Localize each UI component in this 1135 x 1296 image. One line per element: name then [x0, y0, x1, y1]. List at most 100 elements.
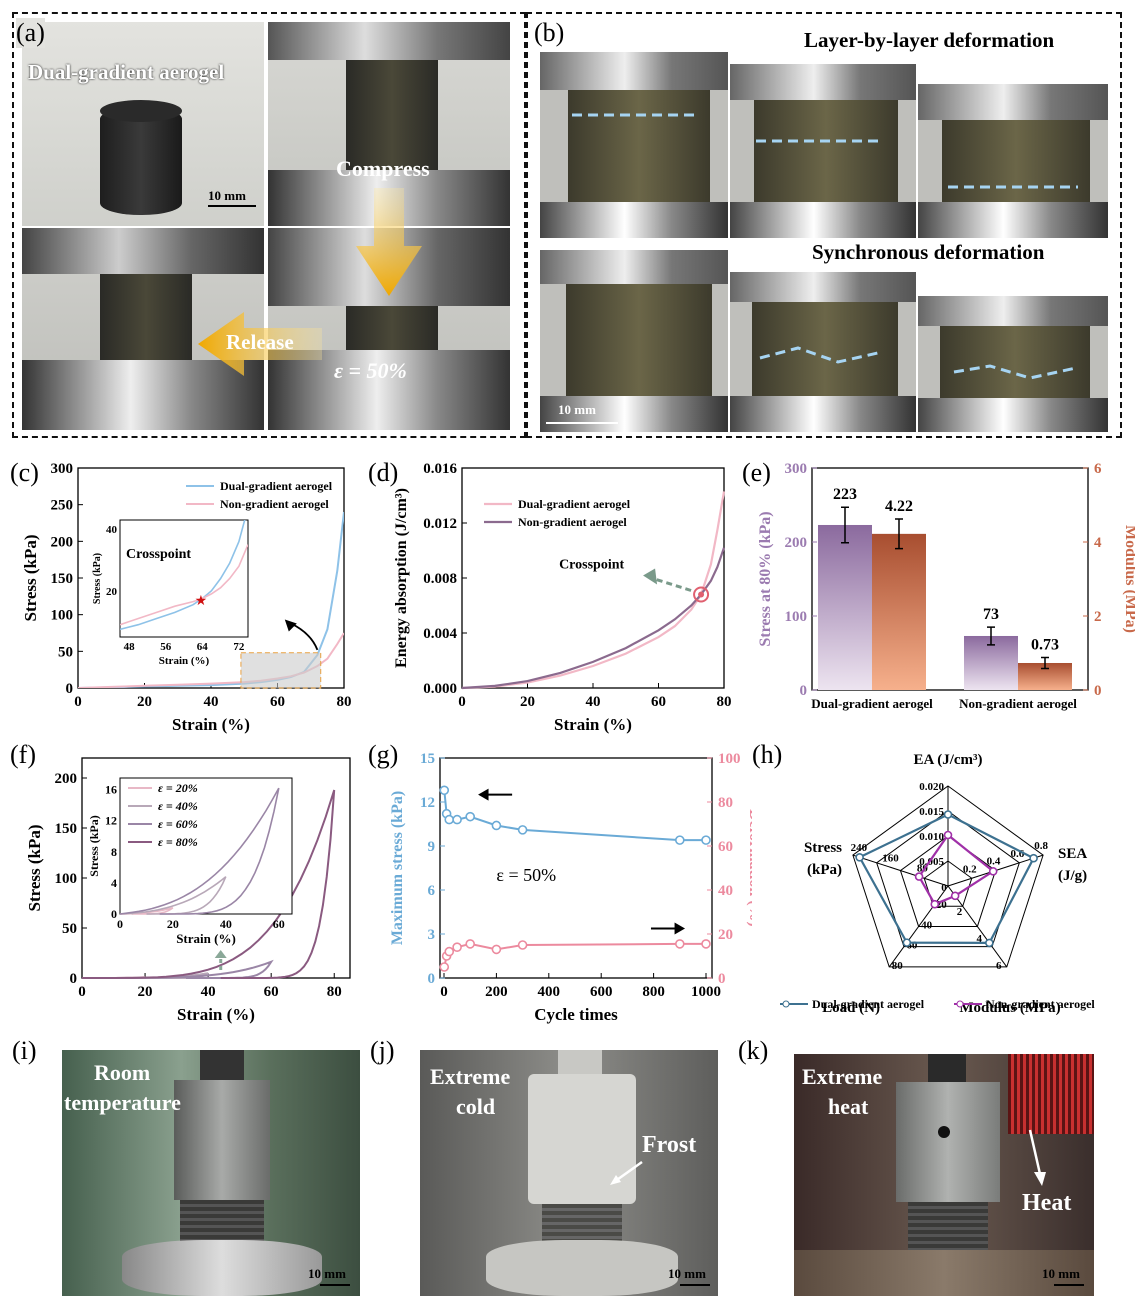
c-inset-xtick-label: 56 [160, 641, 172, 653]
photo-sync-1 [540, 250, 728, 432]
g-point-deformation [674, 939, 685, 949]
c-crosspoint-star: ★ [195, 594, 208, 609]
g-annotation: ε = 50% [496, 865, 556, 885]
aerogel-title: Dual-gradient aerogel [28, 60, 225, 84]
f-legend-label: ε = 20% [158, 781, 198, 795]
f-ytick-label: 0 [70, 971, 78, 987]
h-axis-name: EA (J/cm³) [913, 752, 982, 768]
f-inset-ylabel: Stress (kPa) [87, 815, 101, 876]
panel-label-k: (k) [738, 1036, 769, 1065]
g-left-ytick-label: 15 [420, 751, 435, 767]
panel-a-frame [12, 12, 526, 438]
h-axis-unit: (kPa) [807, 862, 842, 878]
h-axis-spoke [852, 854, 949, 887]
h-series-point [943, 810, 953, 819]
g-point-stress [491, 820, 502, 831]
h-axis-unit: (J/g) [1058, 868, 1087, 884]
c-legend-label: Dual-gradient aerogel [220, 479, 333, 493]
heat-arrow-icon [1028, 1129, 1046, 1186]
photo-compress-start [268, 22, 510, 226]
layer-title: Layer-by-layer deformation [804, 28, 1055, 52]
e-right-ytick-label: 4 [1094, 535, 1102, 551]
g-left-ytick-label: 6 [428, 883, 436, 899]
f-inset-xlabel: Strain (%) [176, 931, 236, 946]
e-left-ytick-label: 0 [800, 683, 808, 699]
d-crosspoint-arrow-head [643, 568, 658, 585]
c-xtick-label: 40 [204, 694, 219, 710]
h-legend-label: Non-gradient aerogel [986, 997, 1095, 1011]
e-category-label: Non-gradient aerogel [959, 696, 1077, 711]
c-xtick-label: 80 [337, 694, 352, 710]
panel-label-f: (f) [10, 740, 36, 769]
h-series-polygon [858, 813, 1036, 945]
d-crosspoint-dot [698, 591, 705, 598]
compress-label: Compress [336, 156, 430, 181]
scale-bar-b [546, 422, 618, 424]
f-legend-label: ε = 80% [158, 835, 198, 849]
g-point-deformation [701, 939, 711, 949]
h-series-point [902, 938, 912, 947]
g-right-ytick-label: 60 [718, 839, 733, 855]
e-value-label: 4.22 [885, 498, 913, 515]
scale-label-j: 10 mm [668, 1266, 706, 1281]
f-inset-series-line [119, 787, 280, 915]
h-axis-tick-label: 160 [882, 852, 899, 864]
c-ytick-label: 50 [58, 644, 73, 660]
d-legend-label: Dual-gradient aerogel [518, 497, 631, 511]
c-inset-ylabel: Stress (kPa) [92, 553, 103, 604]
g-plot-frame [439, 757, 713, 979]
e-value-label: 223 [833, 486, 857, 503]
h-axis-tick-label: 0.020 [919, 781, 944, 793]
d-xtick-label: 20 [520, 694, 535, 710]
scale-label-b: 10 mm [558, 402, 596, 417]
chart-c-stress-strain: 0 20 40 60 80 0 50 100 150 200 250 300 Strain (%) Str… [21, 461, 352, 734]
c-inset-ytick-label: 40 [106, 524, 118, 536]
chart-g-fatigue: 0 200 400 600 800 100003691215020406080100Cyc… [389, 751, 752, 1024]
c-zoom-arrow [290, 622, 319, 651]
h-axis-tick-label: 240 [851, 842, 868, 854]
h-grid-ring [899, 835, 997, 927]
f-xtick-label: 80 [327, 984, 342, 1000]
c-inset-series-line [120, 544, 248, 626]
left-arrow-icon [198, 312, 322, 376]
cold-label-2: cold [456, 1094, 496, 1119]
h-series-point [1029, 853, 1038, 863]
h-axis-tick-label: 80 [892, 960, 904, 972]
h-axis-tick-label: 60 [906, 940, 918, 952]
h-axis-tick-label: 20 [936, 899, 948, 911]
h-axis-tick-label: 80 [917, 863, 929, 875]
panel-label-i: (i) [12, 1036, 37, 1065]
h-axis-tick-label: 40 [921, 919, 933, 931]
scale-bar-j [680, 1284, 710, 1286]
g-right-ytick-label: 40 [718, 883, 733, 899]
f-xtick-label: 60 [264, 984, 279, 1000]
d-legend-label: Non-gradient aerogel [518, 515, 627, 529]
photo-sync-3 [918, 296, 1108, 432]
d-crosspoint-label: Crosspoint [559, 558, 624, 573]
heat-label-2: heat [828, 1094, 869, 1119]
h-grid-ring [876, 810, 1020, 948]
c-inset-xlabel: Strain (%) [159, 655, 210, 667]
h-series-point [930, 899, 940, 909]
release-label: Release [226, 330, 294, 354]
h-axis-tick-label: 0.010 [919, 831, 944, 843]
h-series-point [855, 852, 864, 862]
down-arrow-icon [356, 188, 422, 296]
frost-arrow-icon [610, 1160, 643, 1185]
g-point-deformation [439, 962, 450, 972]
panel-label-d: (d) [368, 458, 399, 487]
h-series-point [943, 830, 953, 840]
c-inset-xtick-label: 72 [233, 641, 245, 653]
d-xtick-label: 60 [651, 694, 666, 710]
h-series-point [988, 867, 998, 876]
d-ytick-label: 0.016 [423, 461, 457, 477]
h-axis-spoke [888, 885, 949, 968]
panel-label-j: (j) [370, 1036, 395, 1065]
f-inset-ytick-label: 12 [105, 814, 117, 828]
h-grid-ring [852, 785, 1044, 968]
d-series-line [461, 547, 726, 690]
g-arrow-left-head [478, 788, 489, 801]
c-ylabel: Stress (kPa) [21, 534, 40, 621]
d-xtick-label: 80 [717, 694, 732, 710]
e-errorbar [895, 518, 903, 550]
